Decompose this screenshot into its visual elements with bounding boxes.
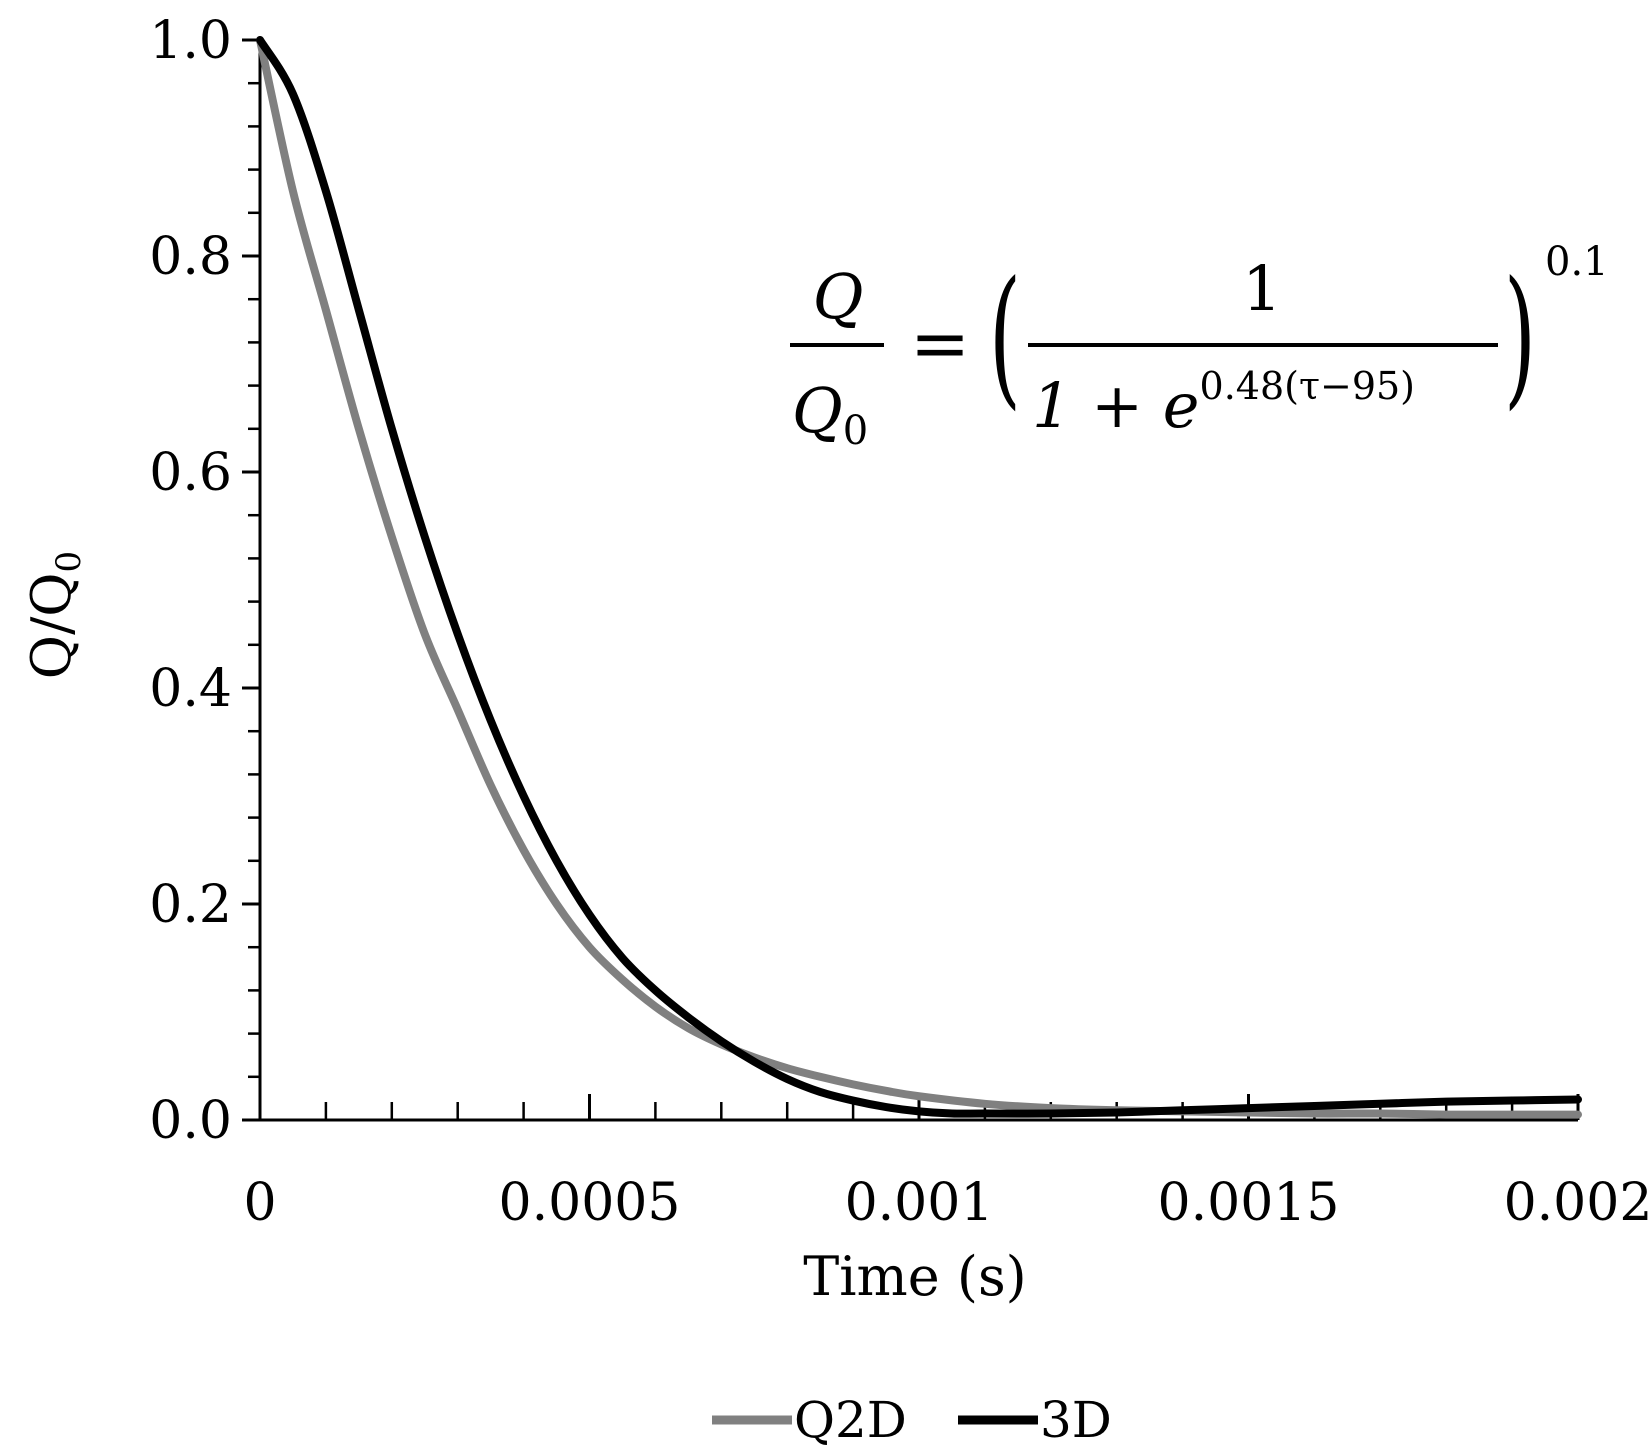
eq-left-paren: ( <box>989 249 1021 424</box>
series-line-q2d <box>256 36 1582 1119</box>
x-tick-label: 0.0005 <box>499 1173 681 1233</box>
x-axis-title: Time (s) <box>803 1245 1026 1308</box>
y-axis-title: Q/Q0 <box>20 551 89 679</box>
eq-rhs-denominator: 1 + e0.48(τ−95) <box>1032 364 1415 442</box>
legend: Q2D 3D <box>712 1391 1112 1447</box>
x-tick-label: 0 <box>243 1173 276 1233</box>
y-tick-label: 0.8 <box>149 227 232 287</box>
y-tick-label: 1.0 <box>149 11 232 71</box>
eq-power: 0.1 <box>1545 239 1609 285</box>
series-line-3d <box>256 36 1582 1118</box>
legend-label-q2d: Q2D <box>794 1391 907 1447</box>
y-tick-label: 0.4 <box>149 659 232 719</box>
y-tick-label: 0.2 <box>149 875 232 935</box>
y-tick-label: 0.0 <box>149 1091 232 1151</box>
equation-annotation: Q Q0 = ( 1 1 + e0.48(τ−95) ) 0.1 <box>790 239 1609 454</box>
y-tick-label: 0.6 <box>149 443 232 503</box>
eq-lhs-denominator: Q0 <box>792 374 868 454</box>
x-tick-label: 0.001 <box>845 1173 994 1233</box>
eq-right-paren: ) <box>1504 249 1536 424</box>
x-tick-label: 0.0015 <box>1158 1173 1340 1233</box>
x-tick-label: 0.002 <box>1504 1173 1650 1233</box>
eq-rhs-numerator: 1 <box>1242 252 1281 325</box>
eq-lhs-numerator: Q <box>813 260 864 333</box>
plot-area: 0.0 0.2 0.4 0.6 0.8 1.0 0 0.0005 0.001 0.0015 0.00… <box>149 11 1650 1233</box>
legend-label-3d: 3D <box>1040 1391 1112 1447</box>
eq-equals-sign: = <box>910 301 970 385</box>
